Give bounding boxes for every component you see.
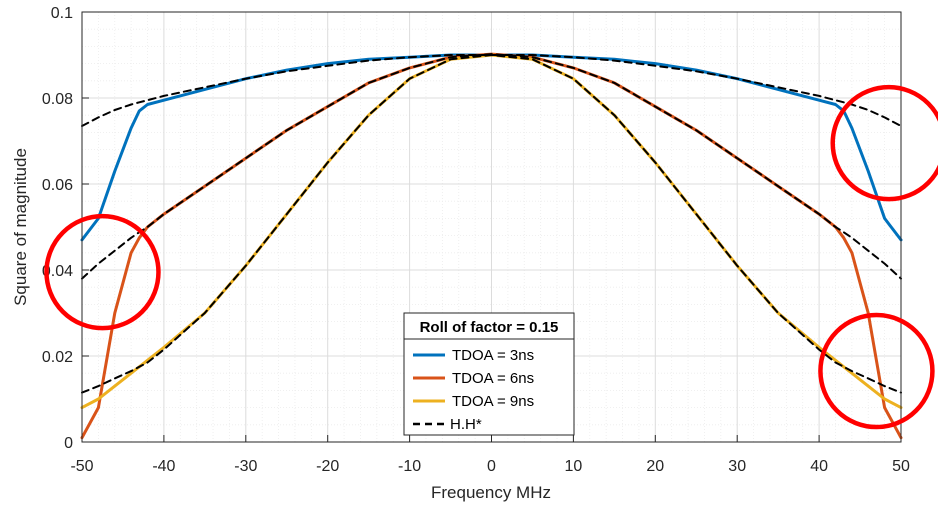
annotation-circle <box>830 84 938 202</box>
y-tick-label: 0.08 <box>42 91 73 108</box>
y-tick-label: 0.04 <box>42 263 73 280</box>
legend-entry-label: H.H* <box>450 416 482 433</box>
x-axis-label: Frequency MHz <box>431 483 551 502</box>
x-tick-label: -30 <box>234 458 257 475</box>
x-tick-label: 20 <box>646 458 664 475</box>
x-tick-label: 0 <box>487 458 496 475</box>
x-tick-label: -10 <box>398 458 421 475</box>
x-tick-label: -20 <box>316 458 339 475</box>
legend-title: Roll of factor = 0.15 <box>420 319 559 336</box>
legend-entry-label: TDOA = 9ns <box>452 393 534 410</box>
y-tick-label: 0.02 <box>42 349 73 366</box>
legend-entry-label: TDOA = 3ns <box>452 347 534 364</box>
annotation-circle <box>44 213 161 331</box>
x-tick-label: -50 <box>70 458 93 475</box>
legend-box <box>403 312 575 436</box>
series-layer <box>80 52 903 440</box>
annotation-layer <box>44 84 938 430</box>
x-tick-label: 40 <box>810 458 828 475</box>
y-tick-label: 0.1 <box>51 5 73 22</box>
x-tick-label: -40 <box>152 458 175 475</box>
x-tick-label: 10 <box>565 458 583 475</box>
y-axis-label: Square of magnitude <box>11 148 30 306</box>
legend: Roll of factor = 0.15 TDOA = 3ns TDOA = 6… <box>403 312 575 436</box>
series-line-hh <box>81 54 902 127</box>
y-tick-label: 0 <box>64 435 73 452</box>
legend-entry-label: TDOA = 6ns <box>452 370 534 387</box>
x-tick-label: 30 <box>728 458 746 475</box>
annotation-circle <box>818 312 935 430</box>
x-tick-label: 50 <box>892 458 910 475</box>
legend-entries: TDOA = 3ns TDOA = 6ns TDOA = 9ns H.H* <box>413 347 534 433</box>
ticks: -50 -40 -30 -20 -10 0 10 20 30 40 50 0 0.02 0.04 0.06 0… <box>42 5 910 475</box>
y-tick-label: 0.06 <box>42 177 73 194</box>
